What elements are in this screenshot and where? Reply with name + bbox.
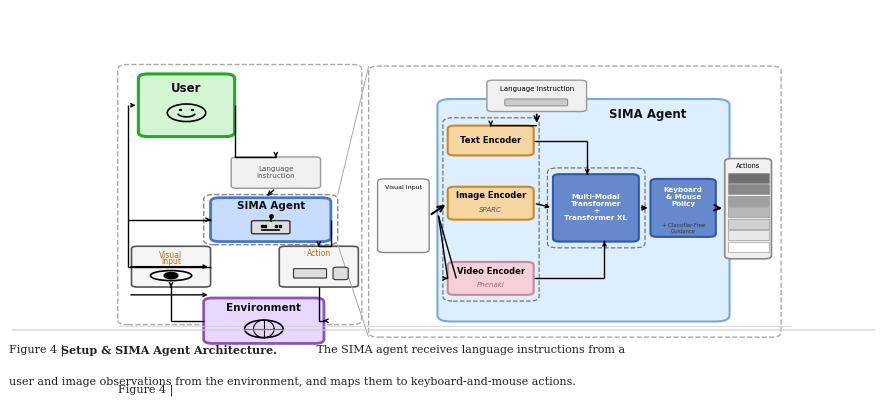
FancyBboxPatch shape bbox=[279, 246, 358, 287]
Text: Image Encoder: Image Encoder bbox=[455, 191, 525, 200]
FancyBboxPatch shape bbox=[204, 298, 323, 344]
Text: Environment: Environment bbox=[226, 303, 301, 313]
FancyBboxPatch shape bbox=[377, 179, 429, 252]
FancyBboxPatch shape bbox=[131, 246, 210, 287]
Text: Visual Input: Visual Input bbox=[385, 185, 422, 190]
Text: Action: Action bbox=[307, 249, 330, 258]
Text: Text Encoder: Text Encoder bbox=[460, 136, 521, 145]
Bar bbox=[727, 219, 768, 229]
Text: Input: Input bbox=[161, 257, 181, 266]
FancyBboxPatch shape bbox=[251, 221, 290, 234]
FancyBboxPatch shape bbox=[724, 158, 771, 259]
FancyBboxPatch shape bbox=[486, 80, 586, 112]
Bar bbox=[727, 207, 768, 217]
Text: The SIMA agent receives language instructions from a: The SIMA agent receives language instruc… bbox=[313, 345, 625, 355]
Text: Visual: Visual bbox=[159, 251, 183, 260]
FancyBboxPatch shape bbox=[552, 174, 638, 242]
Text: SIMA Agent: SIMA Agent bbox=[609, 108, 686, 121]
FancyBboxPatch shape bbox=[447, 126, 533, 155]
FancyBboxPatch shape bbox=[437, 99, 728, 322]
FancyBboxPatch shape bbox=[447, 262, 533, 295]
Bar bbox=[727, 230, 768, 240]
Circle shape bbox=[164, 272, 178, 279]
Text: SIMA Agent: SIMA Agent bbox=[237, 201, 305, 212]
FancyBboxPatch shape bbox=[293, 269, 326, 278]
FancyBboxPatch shape bbox=[210, 198, 330, 242]
FancyBboxPatch shape bbox=[504, 99, 567, 106]
FancyBboxPatch shape bbox=[332, 267, 348, 280]
FancyBboxPatch shape bbox=[231, 157, 320, 188]
Text: Figure 4 |: Figure 4 | bbox=[9, 345, 67, 357]
Text: Video Encoder: Video Encoder bbox=[456, 267, 525, 276]
Bar bbox=[727, 196, 768, 206]
Text: User: User bbox=[171, 82, 201, 95]
FancyBboxPatch shape bbox=[447, 187, 533, 220]
Text: Multi-Modal
Transformer
+
Transformer XL: Multi-Modal Transformer + Transformer XL bbox=[563, 195, 626, 221]
FancyBboxPatch shape bbox=[649, 179, 715, 237]
Text: Setup & SIMA Agent Architecture.: Setup & SIMA Agent Architecture. bbox=[61, 345, 276, 356]
Bar bbox=[727, 173, 768, 183]
Text: + Classifier-Free
Guidance: + Classifier-Free Guidance bbox=[661, 223, 703, 234]
Text: Keyboard
& Mouse
Policy: Keyboard & Mouse Policy bbox=[663, 188, 702, 208]
Text: SPARC: SPARC bbox=[478, 207, 501, 213]
Text: Actions: Actions bbox=[735, 162, 759, 168]
Bar bbox=[727, 184, 768, 195]
Text: Language Instruction: Language Instruction bbox=[499, 86, 573, 92]
Text: Phenaki: Phenaki bbox=[477, 282, 504, 288]
FancyBboxPatch shape bbox=[138, 74, 234, 137]
Text: user and image observations from the environment, and maps them to keyboard-and-: user and image observations from the env… bbox=[9, 377, 575, 387]
Text: Figure 4 |: Figure 4 | bbox=[118, 384, 176, 396]
Text: Language
Instruction: Language Instruction bbox=[256, 166, 295, 179]
Bar bbox=[727, 242, 768, 252]
